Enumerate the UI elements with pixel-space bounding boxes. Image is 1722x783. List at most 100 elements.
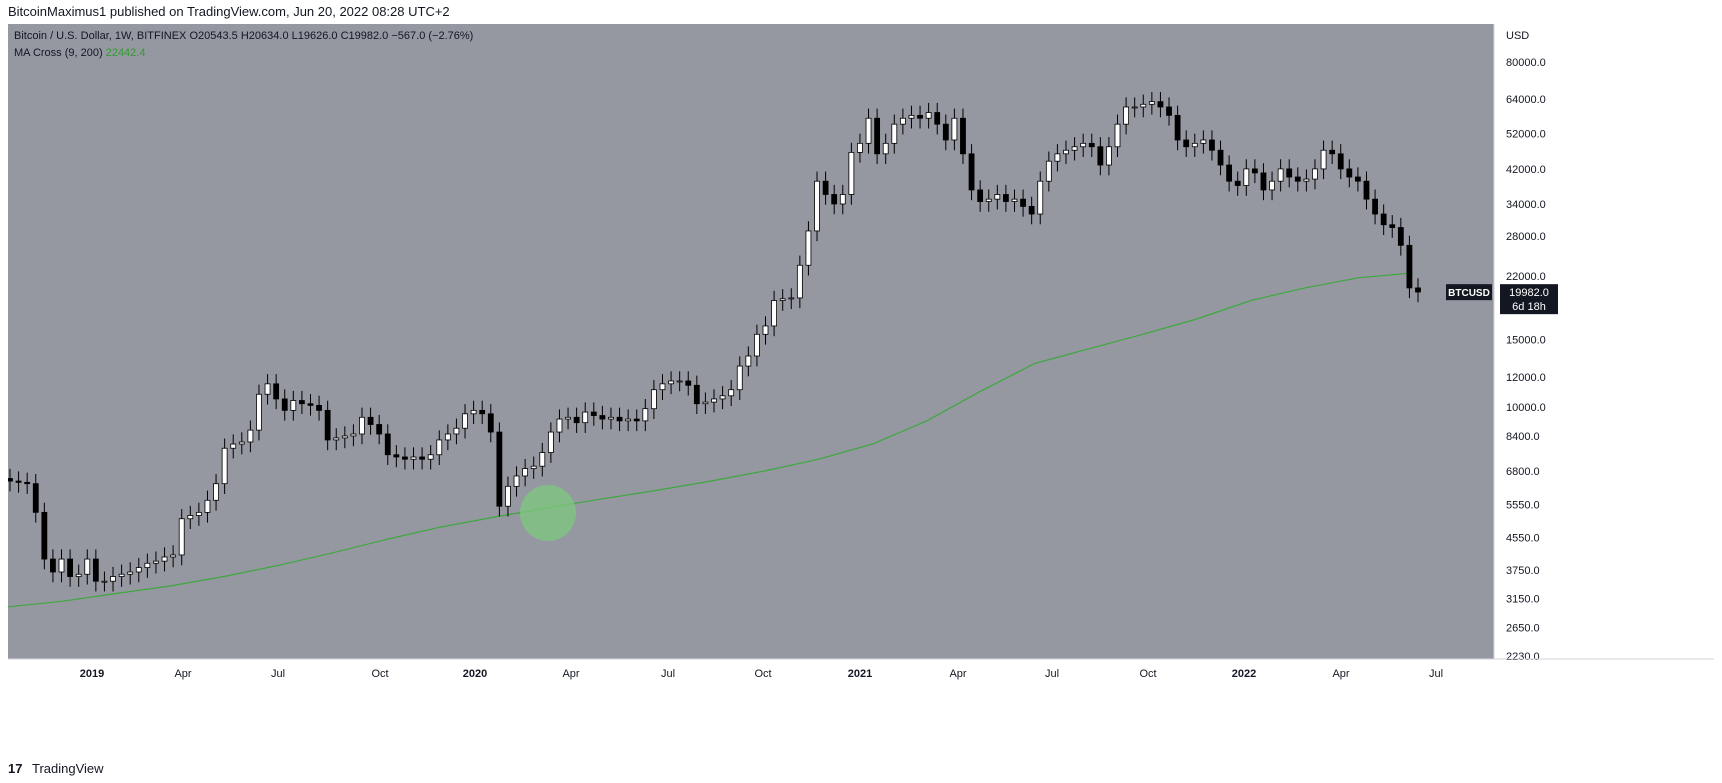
ma-legend-value: 22442.4 xyxy=(105,47,146,59)
candle-body xyxy=(110,576,116,582)
candle-body xyxy=(1397,227,1404,246)
time-tick-label: Jul xyxy=(271,668,285,680)
candle-body xyxy=(882,142,889,155)
price-tick-label: 42000.0 xyxy=(1506,164,1546,176)
publish-info: BitcoinMaximus1 published on TradingView… xyxy=(8,4,450,19)
candle-body xyxy=(547,431,554,453)
candle-body xyxy=(153,560,159,564)
price-tick-label: 2230.0 xyxy=(1506,651,1540,663)
legend-low: 19626.0 xyxy=(297,30,338,42)
candle-body xyxy=(805,230,812,266)
chart-canvas[interactable]: USD 80000.0 64000.0 52000.0 42000.0 34000.0 28… xyxy=(8,24,1714,753)
candle-body xyxy=(633,418,640,422)
legend-open: 20543.5 xyxy=(198,30,238,42)
candle-body xyxy=(796,264,803,299)
candle-body xyxy=(968,153,975,191)
price-tick-label: 15000.0 xyxy=(1506,335,1546,347)
candle-body xyxy=(917,114,923,119)
candle-body xyxy=(8,478,13,482)
candle-body xyxy=(736,365,743,391)
candle-body xyxy=(273,383,280,400)
time-tick-label: 2021 xyxy=(848,668,872,680)
candle-body xyxy=(702,401,709,405)
candle-body xyxy=(24,481,31,485)
candle-body xyxy=(848,151,855,195)
candle-body xyxy=(779,298,786,301)
candle-body xyxy=(350,433,357,437)
candle-countdown: 6d 18h xyxy=(1512,301,1546,313)
plot-area[interactable] xyxy=(8,24,1494,659)
candle-body xyxy=(565,416,571,420)
candle-body xyxy=(479,409,486,415)
candle-body xyxy=(985,198,992,202)
candle-body xyxy=(1389,224,1396,228)
candle-body xyxy=(118,573,125,577)
candle-body xyxy=(556,418,563,433)
candle-body xyxy=(1166,106,1172,116)
legend-open-label: O xyxy=(189,30,199,42)
candle-body xyxy=(1045,160,1052,182)
candle-body xyxy=(1337,153,1344,170)
legend-high-label: H xyxy=(240,30,249,42)
time-tick-label: 2022 xyxy=(1232,668,1256,680)
candle-body xyxy=(925,112,932,119)
candle-body xyxy=(1080,142,1087,148)
candle-body xyxy=(58,558,65,573)
legend-change: −567.0 (−2.76%) xyxy=(391,30,474,42)
legend-close: 19982.0 xyxy=(348,30,389,42)
candle-body xyxy=(427,454,434,460)
candle-body xyxy=(1071,146,1078,151)
candle-body xyxy=(135,567,142,573)
time-tick-label: Jul xyxy=(1045,668,1059,680)
candle-body xyxy=(32,483,39,513)
candle-body xyxy=(436,439,443,456)
candle-body xyxy=(651,389,657,410)
candle-body xyxy=(711,398,717,403)
candle-body xyxy=(1191,142,1198,148)
candle-body xyxy=(1011,198,1018,202)
time-tick-label: Apr xyxy=(174,668,191,680)
time-tick-label: Jul xyxy=(661,668,675,680)
ma-touch-highlight xyxy=(520,485,576,541)
last-price-symbol: BTCUSD xyxy=(1448,288,1490,299)
candle-body xyxy=(402,456,408,460)
candle-body xyxy=(1037,180,1044,215)
candle-body xyxy=(367,416,374,425)
time-tick-label: Apr xyxy=(1332,668,1349,680)
candle-body xyxy=(822,180,829,195)
legend-high: 20634.0 xyxy=(248,30,289,42)
candle-body xyxy=(1303,178,1310,182)
candle-body xyxy=(359,416,365,435)
candle-body xyxy=(754,333,760,357)
time-tick-label: Jul xyxy=(1429,668,1443,680)
candle-body xyxy=(230,443,237,449)
candle-body xyxy=(1234,180,1241,186)
candle-body xyxy=(238,441,245,445)
candle-body xyxy=(994,194,1001,200)
candle-body xyxy=(891,123,898,144)
candle-body xyxy=(865,117,872,144)
candle-body xyxy=(333,437,340,441)
candle-body xyxy=(1114,123,1121,148)
candle-body xyxy=(1003,194,1009,202)
candle-body xyxy=(50,558,56,573)
price-tick-label: 34000.0 xyxy=(1506,199,1546,211)
candle-body xyxy=(453,427,460,435)
candle-body xyxy=(1123,106,1129,125)
candle-body xyxy=(290,400,297,411)
time-tick-label: Apr xyxy=(949,668,966,680)
candle-body xyxy=(324,409,331,441)
candle-body xyxy=(1251,168,1258,174)
candle-body xyxy=(1286,168,1293,178)
candle-body xyxy=(1294,176,1301,182)
candle-body xyxy=(256,393,262,431)
candle-body xyxy=(1406,244,1413,289)
candle-body xyxy=(977,189,984,202)
candle-body xyxy=(419,456,425,460)
candle-body xyxy=(693,384,700,405)
price-tick-label: 3750.0 xyxy=(1506,565,1540,577)
time-tick-label: Oct xyxy=(371,668,388,680)
last-price-value: 19982.0 xyxy=(1509,287,1549,299)
footer-brand: TradingView xyxy=(32,761,104,776)
candle-body xyxy=(839,194,846,205)
